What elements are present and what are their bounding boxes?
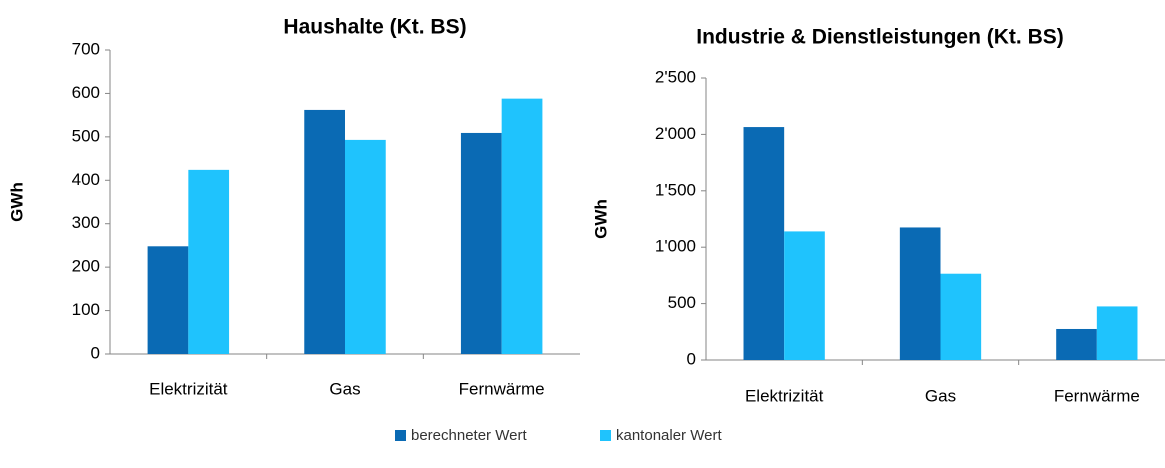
bar [501,98,543,354]
legend-swatch [395,430,406,441]
y-tick-label: 1'500 [655,180,696,199]
y-axis-label: GWh [7,182,26,222]
bar [899,227,941,360]
bar [784,231,825,360]
y-axis-label: GWh [591,199,610,239]
bar [743,127,785,361]
y-tick-label: 100 [72,300,100,319]
x-tick-label: Gas [925,386,956,405]
legend-label: kantonaler Wert [616,427,722,444]
y-tick-label: 2'000 [655,124,696,143]
bar [345,139,386,354]
chart-title: Haushalte (Kt. BS) [283,16,466,39]
legend-label: berechneter Wert [411,427,527,444]
bar [1056,328,1097,360]
bar [940,273,982,360]
legend-swatch [600,430,611,441]
bar [147,246,189,354]
y-tick-label: 0 [91,343,100,362]
y-tick-label: 0 [687,349,696,368]
y-tick-label: 500 [668,293,696,312]
x-tick-label: Fernwärme [459,379,545,398]
y-tick-label: 2'500 [655,67,696,86]
chart-title: Industrie & Dienstleistungen (Kt. BS) [696,26,1064,49]
bar [460,132,502,354]
y-tick-label: 600 [72,83,100,102]
x-tick-label: Elektrizität [745,386,824,405]
x-tick-label: Elektrizität [149,379,228,398]
y-tick-label: 300 [72,213,100,232]
bar [1096,306,1138,360]
y-tick-label: 1'000 [655,237,696,256]
bar [304,109,345,354]
y-tick-label: 400 [72,170,100,189]
y-tick-label: 200 [72,257,100,276]
bar [188,169,230,354]
x-tick-label: Gas [329,379,360,398]
y-tick-label: 500 [72,126,100,145]
y-tick-label: 700 [72,39,100,58]
x-tick-label: Fernwärme [1054,386,1140,405]
